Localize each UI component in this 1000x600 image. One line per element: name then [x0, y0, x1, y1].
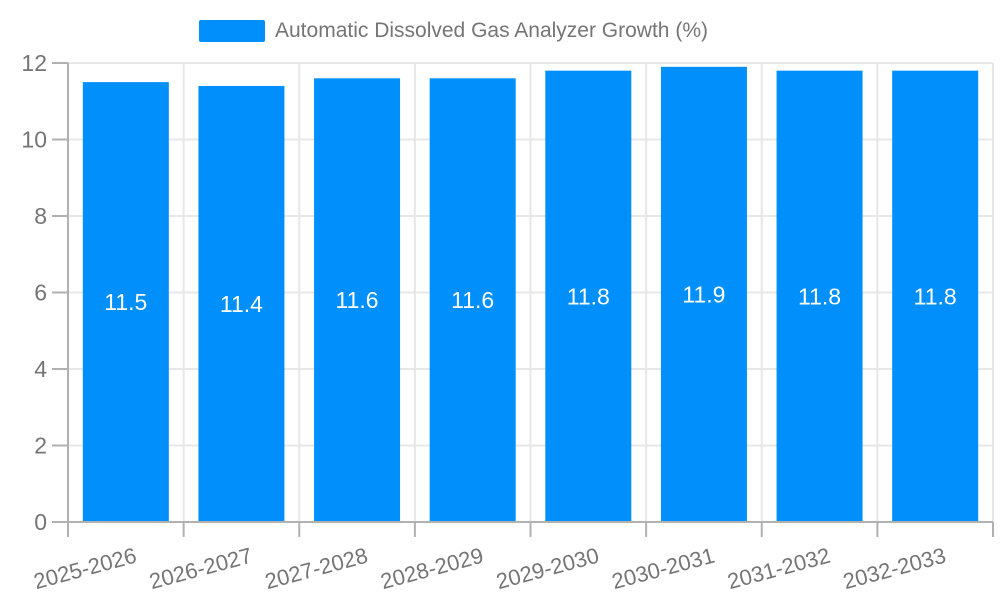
bar-value-label: 11.6 [336, 287, 379, 313]
y-axis-tick-label: 6 [34, 280, 47, 306]
legend-label: Automatic Dissolved Gas Analyzer Growth … [275, 19, 708, 42]
y-axis-tick-label: 10 [21, 127, 47, 153]
bar [198, 85, 285, 522]
bar-value-label: 11.8 [567, 283, 610, 309]
x-axis-tick-label: 2032-2033 [840, 543, 948, 594]
x-axis-tick-label: 2030-2031 [609, 543, 717, 594]
x-axis-tick-label: 2027-2028 [262, 543, 370, 594]
legend-swatch [199, 20, 265, 42]
legend-item[interactable]: Automatic Dissolved Gas Analyzer Growth … [199, 18, 708, 44]
bar [776, 70, 863, 523]
x-axis-tick-label: 2025-2026 [31, 543, 139, 594]
y-axis-tick-label: 2 [34, 433, 47, 459]
y-axis-tick-label: 12 [21, 50, 47, 76]
bar [660, 66, 747, 522]
y-axis-tick-label: 4 [34, 356, 47, 382]
bar-value-label: 11.8 [798, 283, 841, 309]
bar-value-label: 11.9 [682, 281, 725, 307]
bar [892, 70, 979, 523]
x-axis-tick-label: 2031-2032 [725, 543, 833, 594]
bar [429, 78, 516, 523]
bar-value-label: 11.8 [914, 283, 957, 309]
x-axis-tick-label: 2029-2030 [494, 543, 602, 594]
x-axis-tick-label: 2028-2029 [378, 543, 486, 594]
x-axis-tick-label: 2026-2027 [147, 543, 255, 594]
bar [314, 78, 401, 523]
y-axis-tick-label: 0 [34, 509, 47, 535]
bar [82, 82, 169, 522]
bar-value-label: 11.6 [451, 287, 494, 313]
bar-value-label: 11.4 [220, 291, 263, 317]
y-axis-tick-label: 8 [34, 203, 47, 229]
bar-value-label: 11.5 [104, 289, 147, 315]
bar [545, 70, 632, 523]
